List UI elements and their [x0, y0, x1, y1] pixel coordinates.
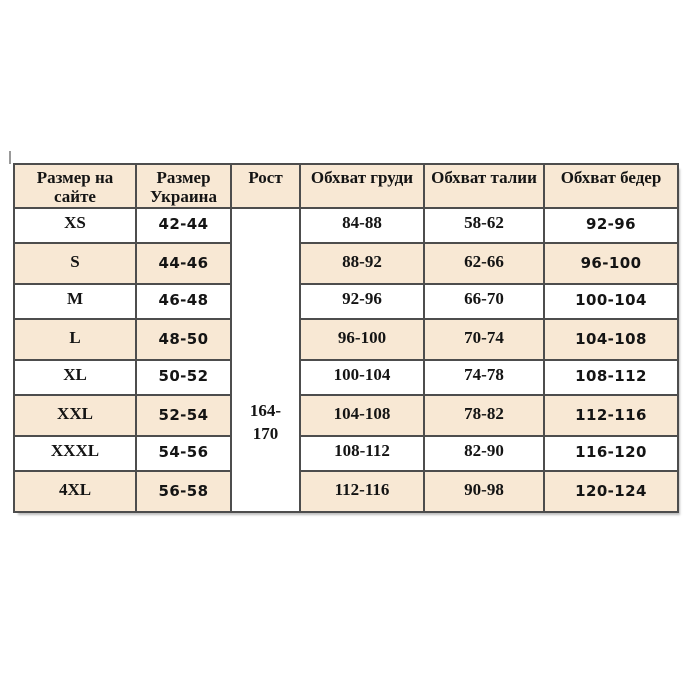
cell-hips: 116-120 — [543, 434, 679, 473]
cell-size-ukraine: 50-52 — [135, 358, 232, 397]
table-row: S 44-46 88-92 62-66 96-100 — [13, 242, 679, 285]
table-row: L 48-50 96-100 70-74 104-108 — [13, 318, 679, 361]
cell-waist: 90-98 — [423, 470, 545, 513]
header-size-ukraine: Размер Украина — [135, 163, 232, 209]
size-chart-table: Размер на сайте Размер Украина Рост Обхв… — [13, 163, 679, 514]
border-artifact — [9, 151, 11, 164]
cell-height-range: 164- 170 — [230, 206, 301, 514]
table-row: M 46-48 92-96 66-70 100-104 — [13, 282, 679, 321]
cell-size-ukraine: 46-48 — [135, 282, 232, 321]
table-row: XXL 52-54 104-108 78-82 112-116 — [13, 394, 679, 437]
cell-hips: 100-104 — [543, 282, 679, 321]
cell-waist: 58-62 — [423, 206, 545, 245]
cell-size-ukraine: 42-44 — [135, 206, 232, 245]
cell-chest: 112-116 — [299, 470, 425, 513]
cell-size-ukraine: 48-50 — [135, 318, 232, 361]
header-size-site: Размер на сайте — [13, 163, 137, 209]
header-hips: Обхват бедер — [543, 163, 679, 209]
cell-waist: 78-82 — [423, 394, 545, 437]
header-chest: Обхват груди — [299, 163, 425, 209]
cell-hips: 108-112 — [543, 358, 679, 397]
cell-size-ukraine: 56-58 — [135, 470, 232, 513]
table-row: XL 50-52 100-104 74-78 108-112 — [13, 358, 679, 397]
cell-waist: 82-90 — [423, 434, 545, 473]
cell-size-ukraine: 54-56 — [135, 434, 232, 473]
cell-waist: 70-74 — [423, 318, 545, 361]
cell-size-site: L — [13, 318, 137, 361]
header-waist: Обхват талии — [423, 163, 545, 209]
size-chart: Размер на сайте Размер Украина Рост Обхв… — [13, 163, 679, 514]
cell-waist: 74-78 — [423, 358, 545, 397]
cell-size-site: XXL — [13, 394, 137, 437]
cell-size-ukraine: 44-46 — [135, 242, 232, 285]
cell-hips: 120-124 — [543, 470, 679, 513]
cell-waist: 66-70 — [423, 282, 545, 321]
cell-chest: 88-92 — [299, 242, 425, 285]
cell-chest: 96-100 — [299, 318, 425, 361]
cell-chest: 92-96 — [299, 282, 425, 321]
header-row: Размер на сайте Размер Украина Рост Обхв… — [13, 163, 679, 209]
cell-size-site: M — [13, 282, 137, 321]
cell-size-site: XS — [13, 206, 137, 245]
cell-chest: 100-104 — [299, 358, 425, 397]
table-row: XS 42-44 164- 170 84-88 58-62 92-96 — [13, 206, 679, 514]
cell-size-site: 4XL — [13, 470, 137, 513]
cell-hips: 96-100 — [543, 242, 679, 285]
cell-chest: 104-108 — [299, 394, 425, 437]
cell-size-site: XL — [13, 358, 137, 397]
cell-hips: 112-116 — [543, 394, 679, 437]
cell-chest: 84-88 — [299, 206, 425, 245]
cell-size-site: XXXL — [13, 434, 137, 473]
cell-hips: 92-96 — [543, 206, 679, 245]
cell-size-site: S — [13, 242, 137, 285]
table-row: XXXL 54-56 108-112 82-90 116-120 — [13, 434, 679, 473]
table-row: 4XL 56-58 112-116 90-98 120-124 — [13, 470, 679, 513]
cell-hips: 104-108 — [543, 318, 679, 361]
header-height: Рост — [230, 163, 301, 209]
cell-size-ukraine: 52-54 — [135, 394, 232, 437]
cell-waist: 62-66 — [423, 242, 545, 285]
cell-chest: 108-112 — [299, 434, 425, 473]
